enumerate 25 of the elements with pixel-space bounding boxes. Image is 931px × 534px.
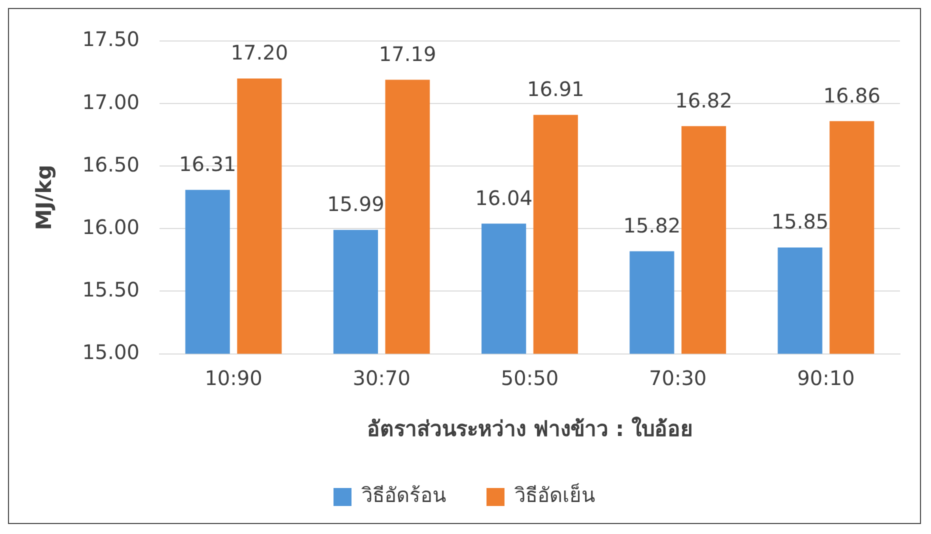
x-tick-label: 90:10 — [797, 366, 855, 390]
data-label: 16.82 — [675, 88, 732, 112]
data-label: 15.85 — [771, 210, 829, 234]
legend-label: วิธีอัดร้อน — [362, 483, 446, 508]
y-axis-title: MJ/kg — [32, 164, 56, 230]
data-label: 16.04 — [475, 186, 532, 210]
y-tick-label: 17.00 — [82, 90, 140, 114]
legend-label: วิธีอัดเย็น — [514, 482, 596, 508]
x-axis-title: อัตราส่วนระหว่าง ฟางข้าว : ใบอ้อย — [367, 416, 692, 441]
data-label: 16.31 — [178, 152, 236, 176]
data-label: 17.19 — [378, 42, 436, 66]
x-tick-label: 50:50 — [500, 366, 559, 390]
data-label: 15.82 — [623, 213, 681, 238]
y-tick-label: 17.50 — [82, 27, 140, 52]
y-tick-label: 16.50 — [82, 152, 140, 176]
y-tick-label: 16.00 — [82, 214, 140, 239]
y-tick-label: 15.00 — [82, 340, 140, 364]
x-tick-label: 70:30 — [649, 366, 707, 390]
x-tick-label: 10:90 — [204, 366, 262, 390]
data-label: 15.99 — [327, 192, 384, 216]
y-tick-label: 15.50 — [82, 277, 140, 302]
data-label: 16.91 — [527, 77, 584, 102]
data-label: 17.20 — [230, 40, 288, 65]
x-tick-label: 30:70 — [352, 366, 410, 390]
data-label: 16.86 — [823, 83, 880, 108]
